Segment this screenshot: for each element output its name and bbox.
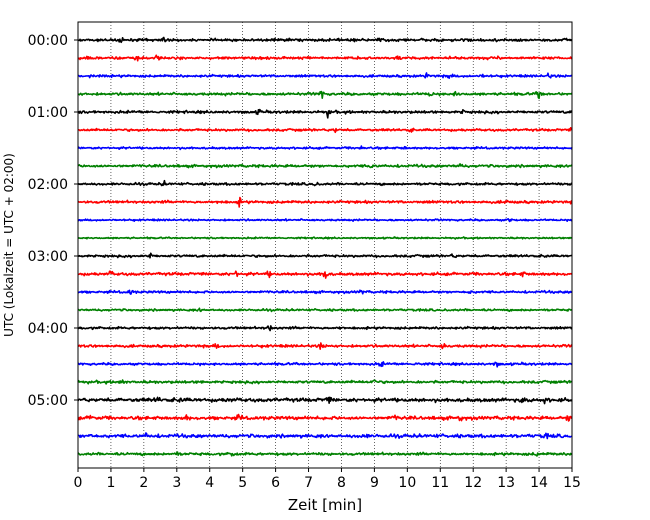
- seismogram-trace: [77, 379, 573, 385]
- seismogram-trace: [77, 396, 573, 405]
- x-tick-label: 10: [398, 475, 416, 491]
- seismogram-trace: [77, 90, 573, 100]
- x-tick-label: 5: [238, 475, 247, 491]
- y-tick-label: 05:00: [28, 393, 68, 409]
- x-tick-label: 6: [271, 475, 280, 491]
- seismogram-trace: [77, 307, 573, 313]
- seismogram-trace: [77, 270, 573, 279]
- y-tick-label: 04:00: [28, 321, 68, 337]
- seismogram-trace: [77, 179, 573, 187]
- seismogram-trace: [77, 196, 573, 208]
- vertical-grid: [110, 22, 540, 468]
- x-tick-label: 12: [464, 475, 482, 491]
- x-tick-label: 4: [205, 475, 214, 491]
- x-axis-ticks: 0 1 2 3 4 5 6 7 8 9 10 11 12 13 14 15: [74, 468, 581, 491]
- seismogram-trace: [77, 54, 573, 62]
- y-tick-label: 00:00: [28, 33, 68, 49]
- seismogram-trace: [77, 236, 573, 240]
- seismogram-trace: [77, 413, 573, 422]
- x-tick-label: 8: [337, 475, 346, 491]
- y-tick-label: 03:00: [28, 249, 68, 265]
- seismogram-trace: [77, 451, 573, 457]
- seismogram-trace: [77, 361, 573, 368]
- seismogram-trace: [77, 342, 573, 350]
- seismogram-trace: [77, 145, 573, 151]
- y-axis-ticks: 00:00 01:00 02:00 03:00 04:00 05:00: [28, 33, 78, 409]
- y-axis-label: UTC (Lokalzeit = UTC + 02:00): [2, 153, 16, 337]
- x-tick-label: 7: [304, 475, 313, 491]
- x-tick-label: 9: [370, 475, 379, 491]
- x-axis-label: Zeit [min]: [288, 496, 362, 514]
- seismogram-trace: [77, 289, 573, 295]
- seismogram-trace: [77, 252, 573, 259]
- x-tick-label: 3: [172, 475, 181, 491]
- plot-frame: [77, 21, 573, 469]
- x-tick-label: 0: [74, 475, 83, 491]
- x-tick-label: 11: [431, 475, 449, 491]
- seismogram-trace: [77, 432, 573, 440]
- seismogram-trace: [77, 163, 573, 169]
- x-tick-label: 15: [563, 475, 581, 491]
- x-tick-label: 14: [530, 475, 548, 491]
- x-tick-label: 1: [106, 475, 115, 491]
- x-tick-label: 13: [497, 475, 515, 491]
- seismogram-trace: [77, 108, 573, 119]
- seismogram-trace: [77, 217, 573, 223]
- seismogram-traces: [77, 36, 573, 457]
- y-tick-label: 02:00: [28, 177, 68, 193]
- y-tick-label: 01:00: [28, 105, 68, 121]
- seismogram-trace: [77, 325, 573, 332]
- x-tick-label: 2: [139, 475, 148, 491]
- seismogram-trace: [77, 126, 573, 134]
- seismogram-trace: [77, 72, 573, 79]
- seismogram-trace: [77, 36, 573, 44]
